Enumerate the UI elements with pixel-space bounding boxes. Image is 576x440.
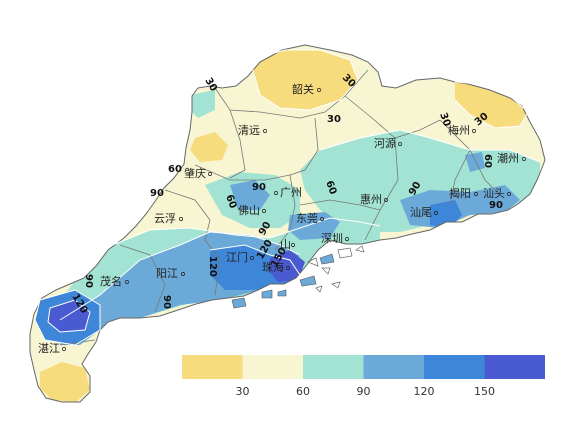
city-label-yunfu: 云浮 [154, 212, 176, 225]
legend-swatch-60-90 [303, 355, 364, 379]
city-dot-shenzhen [345, 237, 349, 241]
legend-tick-120: 120 [414, 385, 435, 398]
band-90-120-meizhou [465, 152, 485, 172]
city-dot-maoming [125, 280, 129, 284]
city-label-guangzhou: 广州 [280, 186, 302, 199]
city-label-shanwei: 汕尾 [410, 206, 432, 219]
city-label-zhongshan: 山 [280, 238, 291, 251]
contour-label-60-2: 60 [323, 179, 338, 196]
city-dot-shaoguan [317, 88, 321, 92]
city-dot-foshan [262, 209, 266, 213]
city-dot-yunfu [179, 217, 183, 221]
city-dot-zhongshan [291, 243, 295, 247]
contour-label-90-6: 90 [161, 295, 172, 309]
contour-label-120-2: 120 [207, 256, 218, 277]
city-label-zhanjiang: 湛江 [38, 342, 60, 355]
contour-label-90-4: 90 [489, 200, 503, 211]
city-dot-heyuan [398, 142, 402, 146]
city-label-zhuhai: 珠海 [262, 260, 284, 274]
city-dot-huizhou [384, 198, 388, 202]
city-label-heyuan: 河源 [374, 136, 396, 150]
city-markers: 韶关 清远 河源 梅州 潮州 肇庆 广州 惠州 揭阳 汕头 汕尾 佛山 东莞 云… [38, 82, 526, 355]
city-dot-guangzhou [274, 191, 278, 195]
legend-tick-150: 150 [474, 385, 495, 398]
city-label-dongguan: 东莞 [296, 212, 318, 225]
city-label-shaoguan: 韶关 [292, 82, 314, 96]
city-label-qingyuan: 清远 [238, 124, 260, 137]
contour-label-60-4: 60 [482, 154, 493, 168]
coastal-islands [231, 253, 335, 309]
city-label-foshan: 佛山 [238, 204, 260, 217]
legend-tick-90: 90 [357, 385, 371, 398]
city-dot-meizhou [472, 129, 476, 133]
city-dot-shantou [507, 192, 511, 196]
city-label-jiangmen: 江门 [226, 250, 248, 264]
city-label-shenzhen: 深圳 [321, 232, 343, 245]
legend-tick-30: 30 [236, 385, 250, 398]
legend-tick-60: 60 [296, 385, 310, 398]
band-lt30-shaoguan [250, 50, 358, 110]
city-dot-qingyuan [263, 129, 267, 133]
city-label-shantou: 汕头 [483, 187, 505, 200]
legend-colorbar: 30 60 90 120 150 [182, 355, 545, 398]
city-label-huizhou: 惠州 [360, 192, 382, 206]
legend-swatch-90-120 [363, 355, 424, 379]
contour-label-90-2: 90 [252, 182, 266, 193]
city-dot-zhuhai [286, 266, 290, 270]
contour-label-90-5: 90 [83, 274, 94, 288]
band-90-120-foshan [230, 180, 270, 210]
contour-label-60-1: 60 [168, 164, 182, 175]
city-dot-jieyang [474, 192, 478, 196]
offshore-islets [307, 245, 365, 293]
contour-label-60-3: 60 [223, 193, 238, 210]
band-lt30-qingyuan [190, 132, 228, 162]
contour-label-30-4: 30 [437, 111, 452, 128]
band-150-zhuhai [268, 250, 305, 282]
city-label-zhaoqing: 肇庆 [184, 166, 206, 180]
contour-labels: 30 30 30 30 30 60 60 60 60 90 90 90 90 9… [69, 72, 503, 315]
legend-swatch-lt30 [182, 355, 243, 379]
city-dot-chaozhou [522, 157, 526, 161]
band-120-150-shanwei [430, 200, 462, 228]
city-label-maoming: 茂名 [100, 274, 122, 288]
city-label-yangjiang: 阳江 [156, 267, 178, 280]
band-60-90-north [188, 90, 215, 118]
legend-swatch-120-150 [424, 355, 485, 379]
contour-label-30-3: 30 [327, 114, 341, 125]
legend-swatch-gt150 [484, 355, 545, 379]
legend-swatch-30-60 [242, 355, 303, 379]
city-dot-jiangmen [250, 256, 254, 260]
contour-lines [34, 49, 541, 346]
contour-label-90-1: 90 [150, 188, 164, 199]
city-dot-zhanjiang [62, 347, 66, 351]
city-dot-shanwei [434, 211, 438, 215]
city-dot-zhaoqing [208, 172, 212, 176]
city-label-jieyang: 揭阳 [449, 186, 471, 200]
city-label-chaozhou: 潮州 [497, 151, 519, 165]
city-dot-yangjiang [181, 272, 185, 276]
city-label-meizhou: 梅州 [448, 123, 470, 137]
band-lt30-leizhou [40, 362, 90, 402]
city-dot-dongguan [320, 217, 324, 221]
